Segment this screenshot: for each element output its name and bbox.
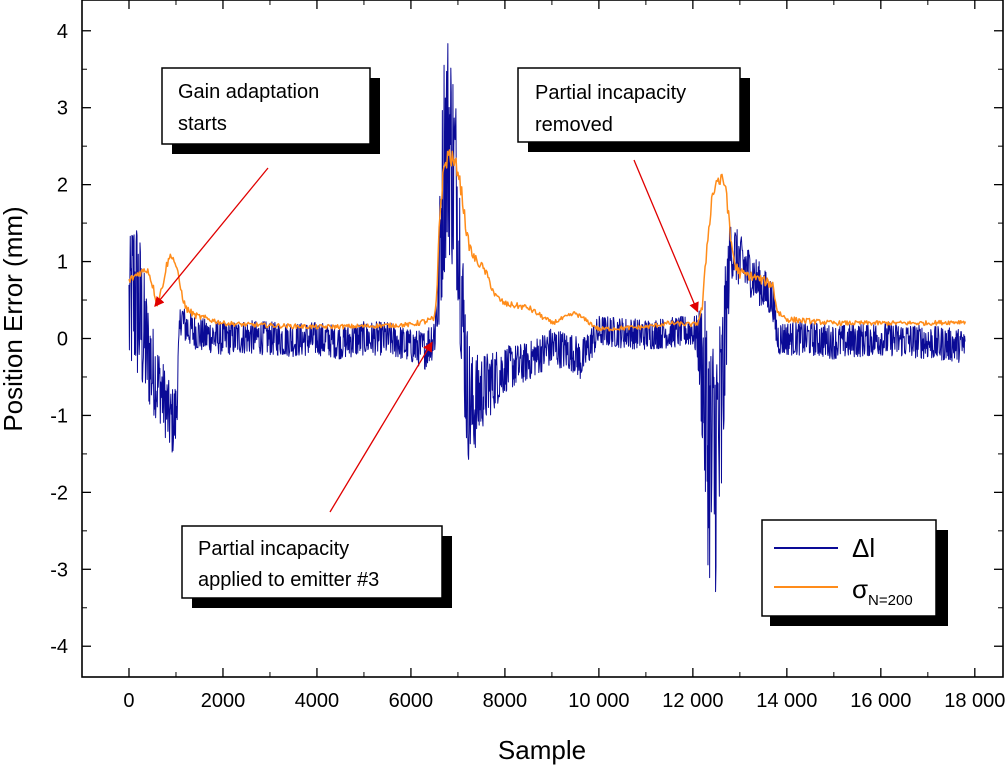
x-tick-label: 14 000 <box>756 690 817 712</box>
annotation-applied-arrow <box>329 341 433 513</box>
y-tick-label: 2 <box>57 175 68 197</box>
annotation-partial-incapacity-applied: Partial incapacity applied to emitter #3 <box>181 525 452 608</box>
y-axis-title: Position Error (mm) <box>0 206 28 431</box>
y-tick-label: 4 <box>57 21 68 43</box>
annotation-applied-line-2: applied to emitter #3 <box>198 569 379 591</box>
annotation-removed-line-1: Partial incapacity <box>535 82 686 104</box>
x-tick-label: 10 000 <box>568 690 629 712</box>
annotation-gain-adaptation-line-1: Gain adaptation <box>178 81 319 103</box>
annotation-gain-adaptation-line-2: starts <box>178 113 227 135</box>
annotation-applied-line-1: Partial incapacity <box>198 538 349 560</box>
series-line-delta-i <box>128 43 966 593</box>
series-layer <box>128 43 967 593</box>
annotation-partial-incapacity-removed: Partial incapacity removed <box>517 67 750 152</box>
annotation-gain-adaptation: Gain adaptation starts <box>161 67 380 154</box>
annotation-gain-adaptation-arrow <box>154 167 269 307</box>
y-tick-label: 1 <box>57 252 68 274</box>
y-tick-label: -4 <box>50 636 68 658</box>
ticks-layer: 0 2000 4000 6000 8000 10 000 12 000 14 000 16 00… <box>50 0 1005 712</box>
legend-label-delta-i: Δl <box>852 533 875 563</box>
legend-label-sigma-sub: N=200 <box>868 592 913 609</box>
x-tick-label: 16 000 <box>850 690 911 712</box>
x-tick-label: 6000 <box>389 690 434 712</box>
y-tick-label: -3 <box>50 559 68 581</box>
series-line-sigma <box>128 149 967 332</box>
y-tick-label: 0 <box>57 329 68 351</box>
x-tick-label: 0 <box>123 690 134 712</box>
x-tick-label: 4000 <box>295 690 340 712</box>
x-tick-label: 2000 <box>201 690 246 712</box>
x-tick-label: 18 000 <box>944 690 1005 712</box>
legend-label-sigma-main: σ <box>852 574 868 604</box>
y-tick-label: 3 <box>57 98 68 120</box>
annotation-removed-line-2: removed <box>535 114 613 136</box>
x-axis-title: Sample <box>498 735 586 765</box>
y-tick-label: -1 <box>50 405 68 427</box>
annotation-removed-arrow <box>633 159 699 313</box>
x-tick-label: 12 000 <box>662 690 723 712</box>
legend-label-sigma: σN=200 <box>852 574 913 609</box>
x-tick-label: 8000 <box>483 690 528 712</box>
y-tick-label: -2 <box>50 482 68 504</box>
legend: Δl σN=200 <box>761 519 948 626</box>
